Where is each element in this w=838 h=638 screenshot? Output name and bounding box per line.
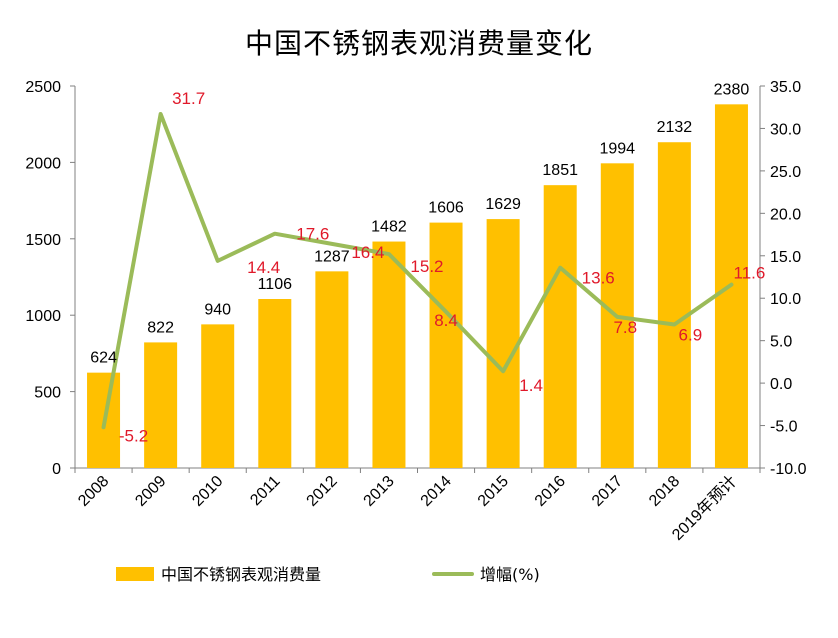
bar [486, 219, 520, 468]
y-left-tick-label: 500 [34, 385, 61, 402]
y-left-tick-label: 2000 [25, 155, 61, 172]
x-tick-label: 2017 [589, 473, 626, 510]
bar-value-label: 1629 [485, 196, 521, 213]
data-labels: 624 822 940 1106 1287 1482 1606 1629 1851 1994 213… [90, 81, 765, 445]
x-tick-label: 2016 [532, 473, 569, 510]
line-value-label: 8.4 [434, 311, 458, 330]
bar [201, 324, 235, 468]
bar-value-label: 822 [147, 319, 174, 336]
bar-value-label: 1606 [428, 200, 464, 217]
line-value-label: 6.9 [679, 326, 703, 345]
y-right-tick-label: 25.0 [770, 164, 801, 181]
x-tick-label: 2013 [361, 473, 398, 510]
y-right-tick-label: 20.0 [770, 206, 801, 223]
bar-value-label: 940 [204, 301, 231, 318]
bar [372, 241, 406, 468]
bar [429, 222, 463, 468]
y-left-tick-label: 0 [52, 461, 61, 478]
legend-label-line: 增幅(%) [480, 565, 540, 584]
line-value-label: 16.4 [351, 243, 384, 262]
y-right-tick-label: -5.0 [770, 419, 798, 436]
line-value-label: 17.6 [296, 225, 329, 244]
line-value-label: 15.2 [410, 257, 443, 276]
bar-value-label: 2132 [657, 119, 693, 136]
bar-value-label: 1106 [258, 276, 293, 293]
bar-value-label: 1287 [314, 248, 350, 265]
bar-value-label: 1851 [542, 162, 578, 179]
y-right-tick-label: 0.0 [770, 376, 792, 393]
bar [258, 299, 292, 468]
y-right-tick-label: 5.0 [770, 334, 792, 351]
x-tick-label: 2008 [75, 473, 112, 510]
line-value-label: 13.6 [582, 269, 615, 288]
chart-title: 中国不锈钢表观消费量变化 [244, 27, 593, 60]
x-tick-label: 2015 [475, 473, 512, 510]
x-tick-label: 2012 [304, 473, 341, 510]
y-left-tick-label: 2500 [25, 79, 61, 96]
x-tick-label: 2018 [646, 473, 683, 510]
x-tick-label: 2011 [247, 473, 283, 509]
line-value-label: -5.2 [119, 426, 148, 445]
y-left-tick-label: 1500 [25, 232, 61, 249]
bar-value-label: 1482 [371, 219, 407, 236]
line-value-label: 7.8 [613, 318, 637, 337]
line-value-label: 1.4 [519, 376, 543, 395]
bar [657, 142, 691, 468]
bar-value-label: 1994 [599, 140, 635, 157]
y-left-tick-label: 1000 [25, 308, 61, 325]
y-right-tick-label: 35.0 [770, 79, 801, 96]
y-right-tick-label: -10.0 [770, 461, 807, 478]
y-right-tick-label: 15.0 [770, 249, 801, 266]
line-value-label: 11.6 [734, 264, 766, 283]
line-path [101, 112, 734, 430]
bar [543, 185, 577, 468]
line-value-label: 31.7 [172, 89, 205, 108]
y-right-tick-label: 30.0 [770, 121, 801, 138]
y-right-tick-label: 10.0 [770, 291, 801, 308]
x-tick-label: 2009 [132, 473, 169, 510]
axes: 05001000150020002500-10.0-5.00.05.010.01… [25, 79, 806, 544]
line-series [101, 112, 734, 430]
x-tick-label: 2014 [418, 473, 455, 510]
bar-value-label: 2380 [714, 81, 750, 98]
legend-label-bar: 中国不锈钢表观消费量 [161, 565, 321, 584]
legend: 中国不锈钢表观消费量 增幅(%) [116, 565, 540, 584]
bar-series [87, 104, 748, 468]
bar-value-label: 624 [90, 350, 117, 367]
bar [315, 271, 349, 468]
line-value-label: 14.4 [247, 258, 280, 277]
legend-swatch-bar [116, 567, 154, 581]
x-tick-label: 2010 [189, 473, 226, 510]
bar [144, 342, 178, 468]
